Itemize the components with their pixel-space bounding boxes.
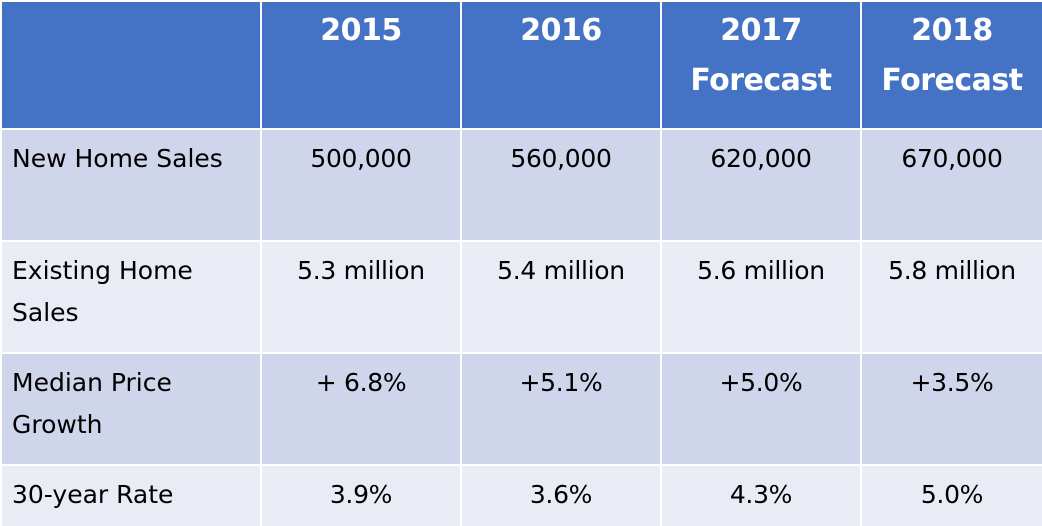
table-cell: 5.4 million [460,240,662,354]
table-cell: 670,000 [860,128,1042,242]
table-cell: 4.3% [660,464,862,526]
table-row-30-year-rate: 30-year Rate 3.9% 3.6% 4.3% 5.0% [0,464,1042,526]
year-sublabel: Forecast [690,63,832,98]
table-row-median-price-growth: Median Price Growth + 6.8% +5.1% +5.0% +… [0,352,1042,466]
table-cell: 5.6 million [660,240,862,354]
table-cell: +5.1% [460,352,662,466]
year-sublabel: Forecast [881,63,1023,98]
year-label: 2016 [520,13,602,48]
table-cell: 3.9% [260,464,462,526]
table-cell: 5.8 million [860,240,1042,354]
year-label: 2017 [720,13,802,48]
table-cell: 560,000 [460,128,662,242]
year-header-2015: 2015 [260,0,462,130]
table-cell: 620,000 [660,128,862,242]
year-label: 2018 [911,13,993,48]
table-cell: +3.5% [860,352,1042,466]
row-label: Median Price Growth [0,352,262,466]
table-cell: +5.0% [660,352,862,466]
table-cell: 5.3 million [260,240,462,354]
row-label: 30-year Rate [0,464,262,526]
table-cell: 5.0% [860,464,1042,526]
table-cell: 3.6% [460,464,662,526]
year-header-2017: 2017 Forecast [660,0,862,130]
table-row-existing-home-sales: Existing Home Sales 5.3 million 5.4 mill… [0,240,1042,354]
year-header-2018: 2018 Forecast [860,0,1042,130]
table-cell: + 6.8% [260,352,462,466]
table-row-new-home-sales: New Home Sales 500,000 560,000 620,000 6… [0,128,1042,242]
table-cell: 500,000 [260,128,462,242]
corner-cell [0,0,262,130]
row-label: New Home Sales [0,128,262,242]
year-header-2016: 2016 [460,0,662,130]
year-label: 2015 [320,13,402,48]
header-row: 2015 2016 2017 Forecast 2018 Forecast [0,0,1042,130]
row-label: Existing Home Sales [0,240,262,354]
